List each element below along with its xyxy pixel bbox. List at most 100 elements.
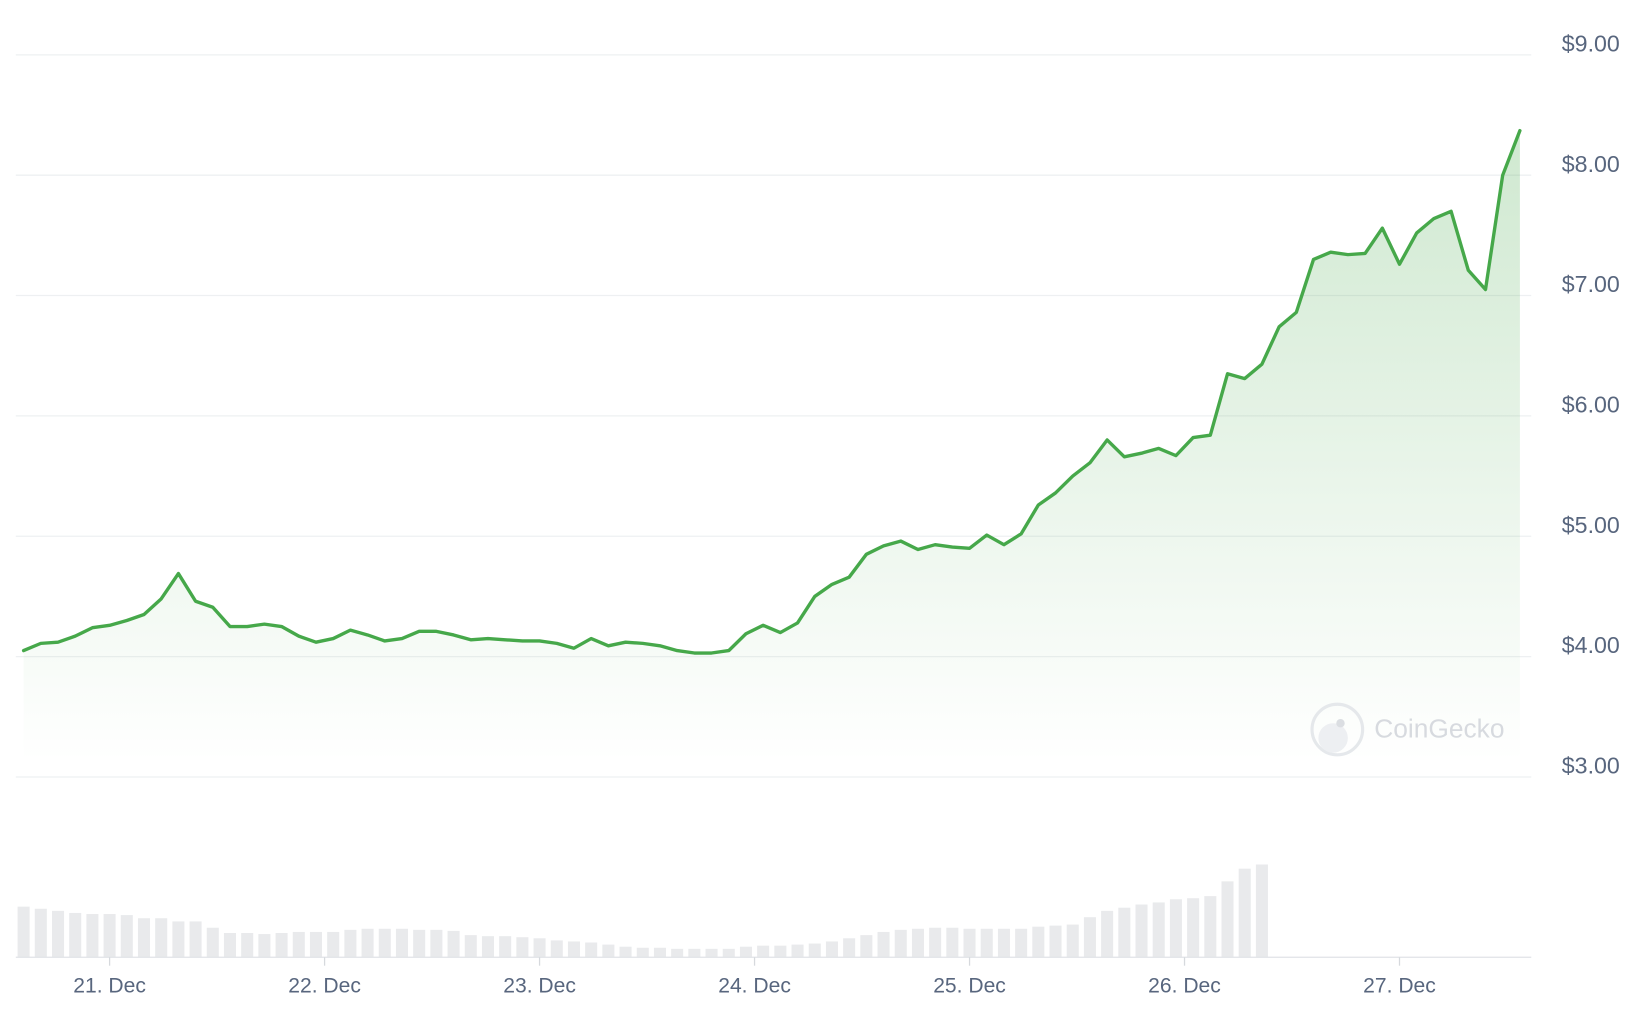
volume-bar — [636, 947, 649, 958]
volume-bar — [602, 944, 615, 958]
volume-bar — [206, 927, 219, 958]
volume-bar — [550, 940, 563, 958]
volume-bar — [155, 918, 168, 958]
price-area — [23, 130, 1520, 762]
volume-bar — [774, 945, 787, 958]
volume-bar — [567, 941, 580, 958]
area-layer — [23, 130, 1520, 762]
volume-bar — [1187, 898, 1200, 958]
watermark-logo-eye — [1336, 718, 1345, 728]
volume-bar — [911, 928, 924, 958]
volume-bar — [585, 942, 598, 958]
watermark: CoinGecko — [1310, 702, 1505, 757]
x-tick-label: 24. Dec — [718, 974, 791, 997]
volume-bar — [1066, 924, 1079, 958]
volume-bar — [172, 921, 185, 958]
volume-bar — [929, 927, 942, 958]
y-tick-label: $5.00 — [1562, 512, 1620, 538]
volume-bar — [722, 948, 735, 958]
volume-bar — [808, 943, 821, 958]
volume-bar — [791, 944, 804, 958]
volume-bar — [757, 945, 770, 958]
volume-bar — [430, 929, 443, 958]
volume-bar — [361, 928, 374, 958]
price-line — [21, 128, 1522, 655]
volume-bar — [241, 933, 254, 958]
y-tick-label: $9.00 — [1562, 30, 1620, 56]
volume-layer — [17, 864, 1268, 958]
volume-bar — [1015, 928, 1028, 958]
line-layer — [21, 128, 1522, 655]
volume-bar — [327, 931, 340, 958]
x-tick-label: 27. Dec — [1363, 974, 1436, 997]
volume-bar — [1135, 904, 1148, 958]
volume-bar — [894, 929, 907, 958]
volume-bar — [1049, 925, 1062, 958]
x-tick-label: 26. Dec — [1148, 974, 1221, 997]
volume-bar — [653, 947, 666, 958]
volume-bar — [980, 928, 993, 958]
volume-bar — [843, 938, 856, 958]
volume-bar — [413, 929, 426, 958]
volume-bar — [533, 938, 546, 958]
volume-bar — [1152, 902, 1165, 958]
volume-bar — [51, 910, 65, 958]
volume-bar — [1169, 899, 1182, 958]
y-tick-label: $4.00 — [1562, 632, 1620, 658]
volume-bar — [860, 935, 873, 958]
volume-bar — [1255, 864, 1268, 958]
volume-bar — [378, 928, 391, 958]
volume-bar — [671, 948, 684, 958]
volume-bar — [1118, 907, 1131, 958]
volume-bar — [688, 948, 701, 958]
watermark-logo-body — [1318, 723, 1348, 753]
x-tick-label: 21. Dec — [73, 974, 146, 997]
volume-bar — [395, 928, 408, 958]
volume-bar — [137, 918, 151, 958]
y-tick-label: $3.00 — [1562, 753, 1620, 779]
volume-bar — [258, 934, 271, 958]
volume-bar — [739, 946, 752, 958]
watermark-logo — [1310, 702, 1365, 757]
volume-bar — [275, 933, 288, 958]
volume-bar — [464, 935, 477, 958]
y-tick-label: $6.00 — [1562, 392, 1620, 418]
volume-bar — [1238, 868, 1251, 958]
volume-bar — [447, 930, 460, 958]
volume-bar — [34, 908, 47, 958]
volume-bar — [86, 914, 99, 958]
volume-bar — [1221, 881, 1234, 958]
volume-bar — [292, 931, 305, 958]
volume-bar — [997, 928, 1010, 958]
volume-bar — [1101, 910, 1114, 958]
x-tick-label: 22. Dec — [288, 974, 361, 997]
volume-bar — [1032, 926, 1045, 958]
watermark-text: CoinGecko — [1374, 714, 1504, 744]
volume-bar — [1083, 917, 1096, 958]
volume-bar — [963, 928, 976, 958]
volume-bar — [516, 937, 529, 958]
volume-bar — [309, 931, 323, 958]
volume-bar — [946, 927, 959, 958]
volume-bar — [69, 912, 82, 958]
x-tick-label: 23. Dec — [503, 974, 576, 997]
volume-bar — [103, 914, 116, 958]
volume-bar — [189, 921, 202, 958]
volume-bar — [344, 929, 357, 958]
volume-bar — [223, 933, 237, 958]
volume-bar — [877, 931, 890, 958]
y-tick-label: $7.00 — [1562, 271, 1620, 297]
volume-bar — [705, 948, 718, 958]
volume-bar — [17, 906, 30, 958]
volume-bar — [499, 936, 512, 958]
volume-bar — [120, 915, 133, 958]
x-tick-label: 25. Dec — [933, 974, 1006, 997]
axis-layer: $3.00 $4.00 $5.00 $6.00 $7.00 $8.00 $9.00 21. D… — [15, 30, 1620, 997]
volume-bar — [619, 946, 632, 958]
y-tick-label: $8.00 — [1562, 151, 1620, 177]
volume-bar — [1204, 896, 1217, 958]
volume-bar — [481, 936, 494, 958]
volume-bar — [825, 941, 838, 958]
